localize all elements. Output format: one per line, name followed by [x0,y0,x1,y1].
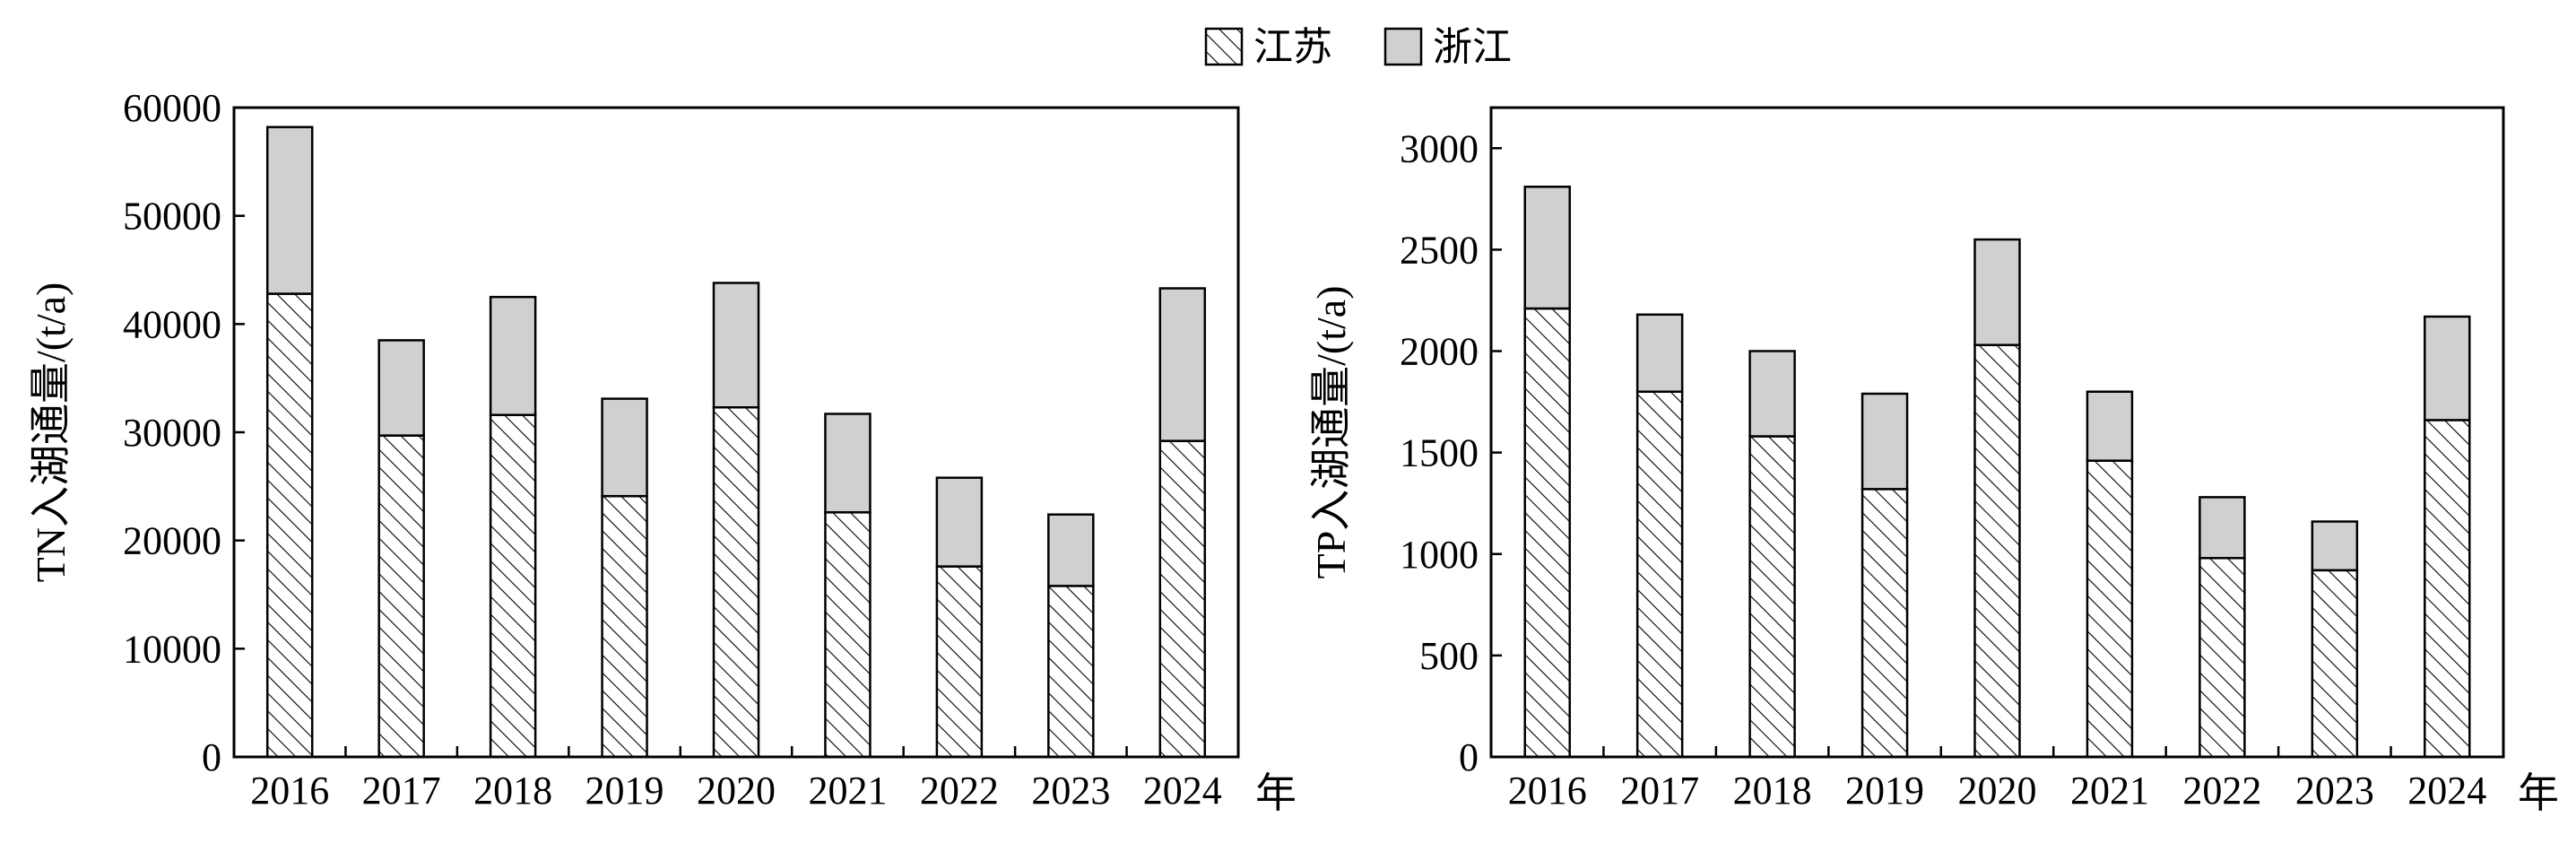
tp-bar-zhejiang-2019 [1860,392,1909,491]
tn-bar-jiangsu-2022 [935,565,984,759]
tn-x-unit: 年 [1255,769,1297,817]
tn-y-tick-label: 60000 [123,86,221,130]
legend-label-jiangsu: 江苏 [1253,24,1332,70]
tp-bar-zhejiang-2018 [1748,350,1796,438]
tp-y-tick-label: 2500 [1400,228,1479,272]
tp-x-tick-label-2022: 2022 [2182,769,2261,813]
tn-x-tick-label-2024: 2024 [1143,769,1222,813]
tn-y-tick-label: 0 [202,735,221,779]
tn-x-tick-label-2017: 2017 [362,769,441,813]
tp-bar-zhejiang-2021 [2086,390,2134,462]
tp-bar-zhejiang-2023 [2311,520,2359,572]
legend-swatch-zhejiang [1383,27,1423,66]
tn-y-tick-label: 30000 [123,411,221,455]
tp-bar-jiangsu-2021 [2086,459,2134,759]
tn-bar-zhejiang-2023 [1047,513,1095,587]
tn-y-tick-label: 40000 [123,302,221,346]
tn-bar-zhejiang-2018 [489,295,537,416]
tp-x-tick-label-2021: 2021 [2070,769,2149,813]
tn-x-ticks: 2016 2017 2018 2019 2020 2021 2022 2023 2024 [250,746,1222,813]
tp-y-tick-label: 1000 [1400,533,1479,577]
tn-bar-jiangsu-2024 [1158,439,1207,759]
tn-bar-zhejiang-2022 [935,476,984,568]
tp-bar-jiangsu-2022 [2199,557,2246,759]
tn-bar-zhejiang-2020 [712,282,760,409]
tp-bars [1523,185,2471,759]
tp-x-tick-label-2020: 2020 [1958,769,2037,813]
tp-x-tick-label-2018: 2018 [1733,769,1812,813]
tn-plot-frame [232,106,1240,759]
tp-y-tick-label: 0 [1459,735,1479,779]
tn-y-tick-label: 50000 [123,195,221,239]
tp-bar-zhejiang-2024 [2424,315,2471,422]
tn-y-ticks: 0 10000 20000 30000 40000 50000 60000 [123,86,245,779]
tp-bar-jiangsu-2020 [1973,343,2021,759]
tp-bar-jiangsu-2018 [1748,435,1796,759]
tn-x-tick-label-2021: 2021 [808,769,887,813]
tp-bar-jiangsu-2017 [1635,390,1684,759]
tp-bar-jiangsu-2023 [2311,569,2359,759]
tn-bar-zhejiang-2021 [824,413,872,514]
tp-bar-zhejiang-2020 [1973,238,2021,346]
tp-y-tick-label: 3000 [1400,126,1479,170]
tn-x-tick-label-2018: 2018 [473,769,552,813]
tn-bar-zhejiang-2019 [601,397,648,498]
tn-bar-zhejiang-2024 [1158,287,1207,442]
tp-bar-zhejiang-2022 [2199,496,2246,560]
tn-bar-jiangsu-2019 [601,494,648,759]
tp-bar-zhejiang-2017 [1635,313,1684,393]
tp-bar-jiangsu-2016 [1523,307,1571,759]
tn-chart: TN入湖通量/(t/a) 0 10000 20000 30000 40000 50000 6… [28,86,1297,817]
tn-bar-jiangsu-2016 [265,292,314,759]
tp-y-tick-label: 1500 [1400,431,1479,475]
tn-bars [265,126,1207,759]
tp-chart: TP入湖通量/(t/a) 0 500 1000 1500 2000 2500 3000 20… [1308,106,2559,817]
tn-bar-jiangsu-2021 [824,511,872,759]
tp-x-tick-label-2017: 2017 [1620,769,1699,813]
tp-bar-zhejiang-2016 [1523,185,1571,310]
tn-y-axis-label: TN入湖通量/(t/a) [28,282,74,583]
tp-x-unit: 年 [2518,769,2559,817]
tp-x-tick-label-2016: 2016 [1508,769,1587,813]
tn-bar-jiangsu-2018 [489,413,537,759]
tp-plot-frame [1489,106,2505,759]
tn-bar-jiangsu-2020 [712,405,760,759]
tn-y-tick-label: 10000 [123,627,221,671]
legend-swatch-jiangsu [1204,27,1244,66]
tp-y-ticks: 0 500 1000 1500 2000 2500 3000 [1400,126,1502,779]
tp-x-ticks: 2016 2017 2018 2019 2020 2021 2022 2023 2024 [1508,746,2486,813]
tn-x-tick-label-2022: 2022 [920,769,999,813]
tn-bar-jiangsu-2023 [1047,585,1095,759]
tn-x-tick-label-2016: 2016 [250,769,329,813]
tp-bar-jiangsu-2024 [2424,419,2471,759]
tp-y-axis-label: TP入湖通量/(t/a) [1308,285,1354,578]
tn-bar-zhejiang-2016 [265,126,314,295]
legend-label-zhejiang: 浙江 [1433,24,1512,70]
tn-bar-zhejiang-2017 [377,339,425,437]
tn-x-tick-label-2020: 2020 [697,769,776,813]
tn-bar-jiangsu-2017 [377,434,425,759]
tp-x-tick-label-2024: 2024 [2407,769,2486,813]
tp-x-tick-label-2019: 2019 [1845,769,1924,813]
tp-y-tick-label: 2000 [1400,330,1479,374]
tn-x-tick-label-2023: 2023 [1031,769,1110,813]
tp-bar-jiangsu-2019 [1860,488,1909,759]
tp-x-tick-label-2023: 2023 [2295,769,2374,813]
legend: 江苏 浙江 [1204,24,1512,70]
tp-y-tick-label: 500 [1419,634,1479,678]
tn-y-tick-label: 20000 [123,519,221,563]
tn-x-tick-label-2019: 2019 [585,769,664,813]
